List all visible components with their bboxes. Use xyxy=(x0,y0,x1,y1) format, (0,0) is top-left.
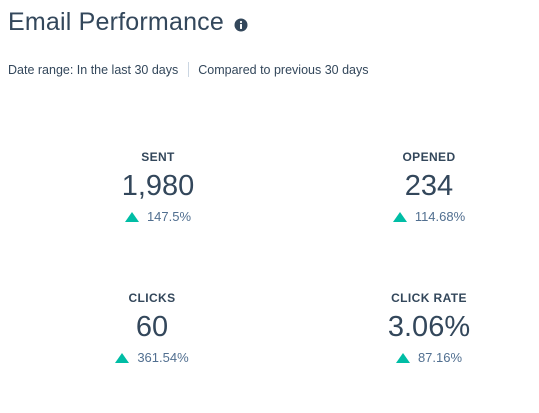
trend-up-icon xyxy=(392,211,407,222)
trend-up-icon xyxy=(395,352,410,363)
trend-up-icon xyxy=(115,352,130,363)
metric-label: OPENED xyxy=(402,150,456,164)
metric-change-value: 87.16% xyxy=(417,350,463,365)
metric-change-value: 361.54% xyxy=(137,350,189,365)
metric-change: 147.5% xyxy=(78,209,238,224)
metric-change-value: 147.5% xyxy=(146,209,192,224)
metric-value: 3.06% xyxy=(387,311,471,343)
metric-label: SENT xyxy=(141,150,175,164)
metric-change: 87.16% xyxy=(349,350,509,365)
info-icon[interactable] xyxy=(234,18,248,32)
date-range-filter[interactable]: Date range: In the last 30 days xyxy=(8,62,179,77)
metric-value: 234 xyxy=(404,170,454,202)
metric-opened: OPENED 234 114.68% xyxy=(349,150,509,224)
trend-up-icon xyxy=(124,211,139,222)
metric-click-rate: CLICK RATE 3.06% 87.16% xyxy=(349,291,509,365)
metric-value: 1,980 xyxy=(121,170,195,202)
page-title: Email Performance xyxy=(8,8,224,36)
metric-sent: SENT 1,980 147.5% xyxy=(78,150,238,224)
metric-change-value: 114.68% xyxy=(414,209,466,224)
metric-change: 114.68% xyxy=(349,209,509,224)
filter-bar: Date range: In the last 30 days Compared… xyxy=(8,62,368,77)
metric-label: CLICK RATE xyxy=(391,291,467,305)
metric-value: 60 xyxy=(135,311,169,343)
filter-divider xyxy=(188,62,190,77)
comparison-filter[interactable]: Compared to previous 30 days xyxy=(198,62,369,77)
report-header: Email Performance xyxy=(8,8,248,37)
metric-change: 361.54% xyxy=(72,350,232,365)
metric-clicks: CLICKS 60 361.54% xyxy=(72,291,232,365)
metric-label: CLICKS xyxy=(128,291,176,305)
